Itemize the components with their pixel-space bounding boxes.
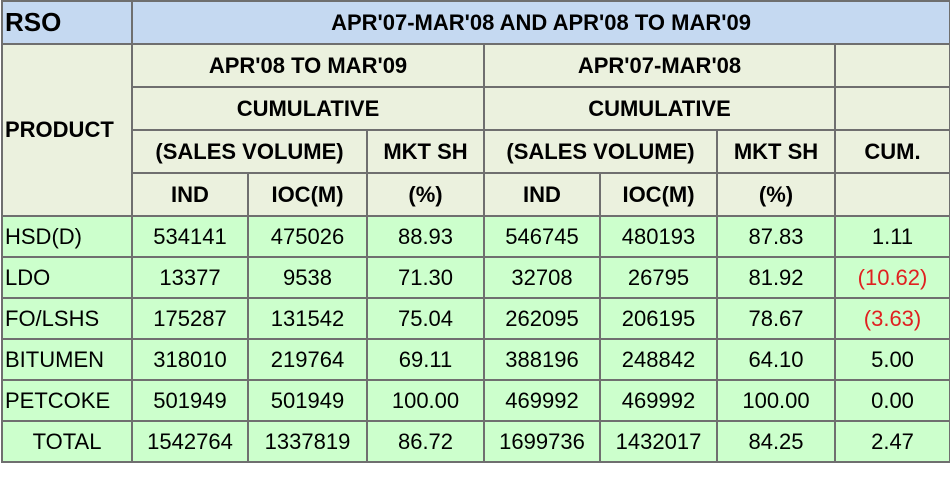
table-row: BITUMEN 318010 219764 69.11 388196 24884… bbox=[1, 338, 950, 381]
table-row: FO/LSHS 175287 131542 75.04 262095 20619… bbox=[1, 297, 950, 340]
period-header-row: PRODUCT APR'08 TO MAR'09 APR'07-MAR'08 bbox=[1, 43, 950, 217]
ind-current-header: IND bbox=[131, 172, 249, 217]
cum-cell: 0.00 bbox=[833, 379, 950, 422]
empty-header-cell bbox=[833, 43, 950, 88]
product-cell: HSD(D) bbox=[1, 215, 133, 258]
cum-cell: 2.47 bbox=[833, 420, 950, 463]
mkt-sh-current-cell: 71.30 bbox=[366, 256, 485, 299]
table-row: LDO 13377 9538 71.30 32708 26795 81.92 (… bbox=[1, 256, 950, 299]
empty-header-cell bbox=[833, 86, 950, 131]
ind-current-cell: 534141 bbox=[131, 215, 249, 258]
pct-current-header: (%) bbox=[366, 172, 485, 217]
mkt-sh-current-header: MKT SH bbox=[366, 129, 485, 174]
mkt-sh-current-cell: 100.00 bbox=[366, 379, 485, 422]
product-cell: PETCOKE bbox=[1, 379, 133, 422]
mkt-sh-current-cell: 86.72 bbox=[366, 420, 485, 463]
ind-previous-cell: 32708 bbox=[483, 256, 601, 299]
product-cell: LDO bbox=[1, 256, 133, 299]
ind-current-cell: 318010 bbox=[131, 338, 249, 381]
ioc-current-cell: 1337819 bbox=[247, 420, 368, 463]
ioc-current-cell: 475026 bbox=[247, 215, 368, 258]
table-row: HSD(D) 534141 475026 88.93 546745 480193… bbox=[1, 215, 950, 258]
ioc-current-cell: 501949 bbox=[247, 379, 368, 422]
mkt-sh-previous-cell: 100.00 bbox=[716, 379, 836, 422]
mkt-sh-previous-cell: 87.83 bbox=[716, 215, 836, 258]
ioc-current-header: IOC(M) bbox=[247, 172, 368, 217]
pct-previous-header: (%) bbox=[716, 172, 836, 217]
product-header: PRODUCT bbox=[1, 43, 133, 217]
period-previous-header: APR'07-MAR'08 bbox=[483, 43, 836, 88]
mkt-sh-current-cell: 88.93 bbox=[366, 215, 485, 258]
rso-sales-table: RSO APR'07-MAR'08 AND APR'08 TO MAR'09 P… bbox=[1, 0, 950, 463]
empty-header-cell bbox=[833, 172, 950, 217]
table-title: APR'07-MAR'08 AND APR'08 TO MAR'09 bbox=[130, 0, 950, 45]
ioc-previous-cell: 206195 bbox=[599, 297, 718, 340]
ind-previous-cell: 1699736 bbox=[483, 420, 601, 463]
ioc-current-cell: 219764 bbox=[247, 338, 368, 381]
mkt-sh-previous-cell: 64.10 bbox=[716, 338, 836, 381]
ioc-previous-cell: 248842 bbox=[599, 338, 718, 381]
mkt-sh-previous-cell: 84.25 bbox=[716, 420, 836, 463]
mkt-sh-current-cell: 69.11 bbox=[366, 338, 485, 381]
ind-previous-cell: 469992 bbox=[483, 379, 601, 422]
ioc-previous-cell: 480193 bbox=[599, 215, 718, 258]
ioc-previous-header: IOC(M) bbox=[599, 172, 718, 217]
ioc-current-cell: 9538 bbox=[247, 256, 368, 299]
ioc-previous-cell: 1432017 bbox=[599, 420, 718, 463]
ind-current-cell: 1542764 bbox=[131, 420, 249, 463]
ind-current-cell: 13377 bbox=[131, 256, 249, 299]
mkt-sh-previous-cell: 81.92 bbox=[716, 256, 836, 299]
period-current-header: APR'08 TO MAR'09 bbox=[131, 43, 485, 88]
cumulative-previous-header: CUMULATIVE bbox=[483, 86, 836, 131]
cumulative-current-header: CUMULATIVE bbox=[131, 86, 485, 131]
cum-cell: 5.00 bbox=[833, 338, 950, 381]
ind-previous-cell: 388196 bbox=[483, 338, 601, 381]
mkt-sh-previous-cell: 78.67 bbox=[716, 297, 836, 340]
cumulative-header-row: CUMULATIVE CUMULATIVE bbox=[2, 86, 950, 131]
cum-cell: (3.63) bbox=[833, 297, 950, 340]
product-cell: BITUMEN bbox=[1, 338, 133, 381]
ind-current-cell: 175287 bbox=[131, 297, 249, 340]
ind-previous-cell: 262095 bbox=[483, 297, 601, 340]
mkt-sh-previous-header: MKT SH bbox=[716, 129, 836, 174]
sales-volume-previous-header: (SALES VOLUME) bbox=[483, 129, 718, 174]
ind-current-cell: 501949 bbox=[131, 379, 249, 422]
total-label: TOTAL bbox=[1, 420, 133, 463]
ioc-previous-cell: 469992 bbox=[599, 379, 718, 422]
total-row: TOTAL 1542764 1337819 86.72 1699736 1432… bbox=[1, 420, 950, 463]
title-row: RSO APR'07-MAR'08 AND APR'08 TO MAR'09 bbox=[1, 0, 950, 45]
cum-header: CUM. bbox=[833, 129, 950, 174]
unit-header-row: IND IOC(M) (%) IND IOC(M) (%) bbox=[2, 172, 950, 217]
ind-previous-header: IND bbox=[483, 172, 601, 217]
measure-header-row: (SALES VOLUME) MKT SH (SALES VOLUME) MKT… bbox=[2, 129, 950, 174]
product-cell: FO/LSHS bbox=[1, 297, 133, 340]
cum-cell: 1.11 bbox=[833, 215, 950, 258]
rso-label: RSO bbox=[1, 0, 133, 45]
ioc-current-cell: 131542 bbox=[247, 297, 368, 340]
ioc-previous-cell: 26795 bbox=[599, 256, 718, 299]
cum-cell: (10.62) bbox=[833, 256, 950, 299]
ind-previous-cell: 546745 bbox=[483, 215, 601, 258]
sales-volume-current-header: (SALES VOLUME) bbox=[131, 129, 368, 174]
table-row: PETCOKE 501949 501949 100.00 469992 4699… bbox=[1, 379, 950, 422]
mkt-sh-current-cell: 75.04 bbox=[366, 297, 485, 340]
